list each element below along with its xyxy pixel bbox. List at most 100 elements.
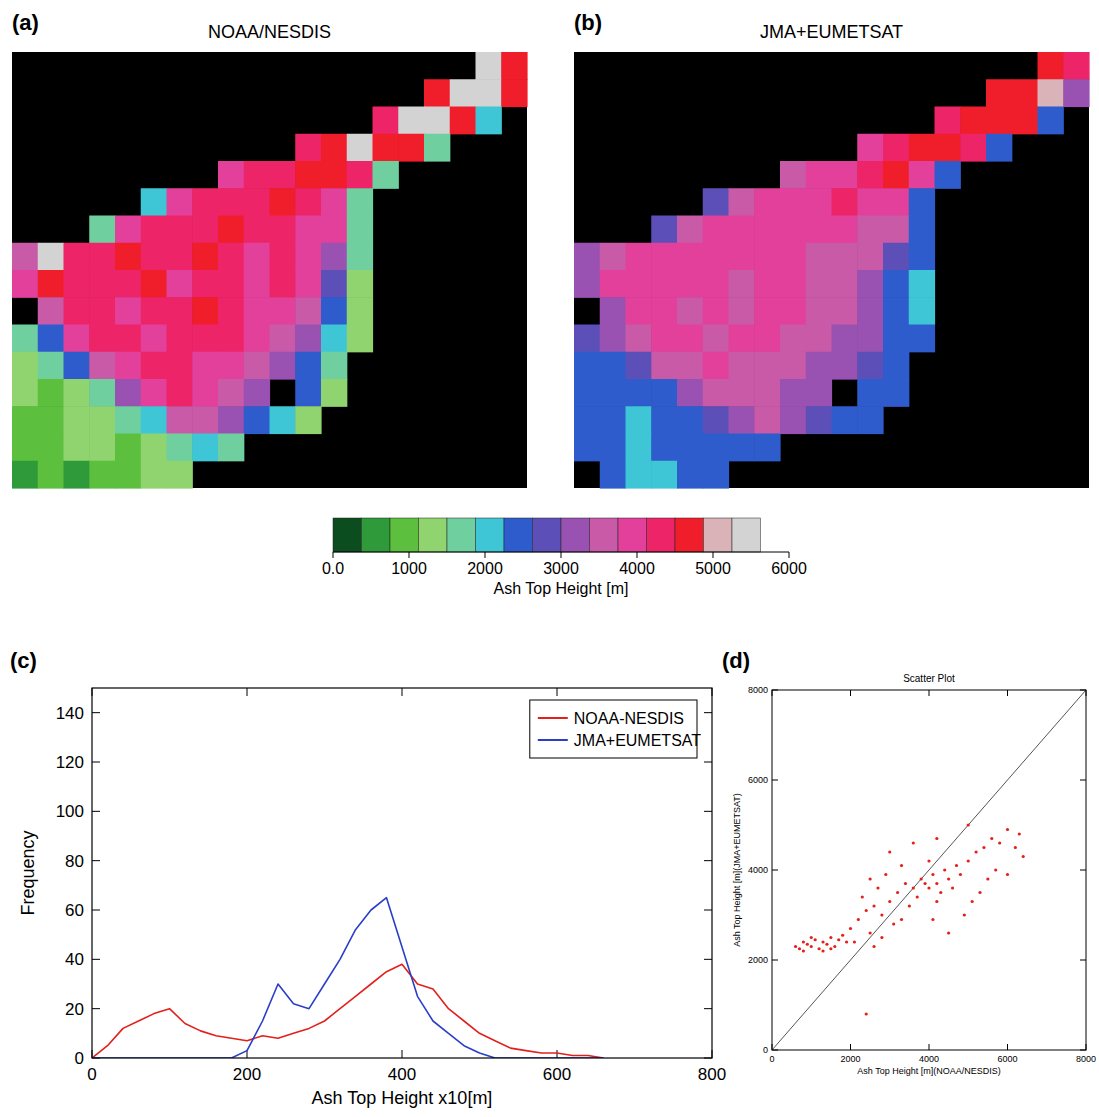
map-cell — [373, 161, 399, 189]
map-cell — [857, 270, 883, 298]
map-cell — [703, 406, 729, 434]
map-cell — [651, 434, 677, 462]
scatter-point — [880, 913, 883, 916]
map-cell — [89, 461, 115, 489]
colorbar-swatch — [476, 518, 505, 552]
y-tick-label: 40 — [65, 950, 84, 969]
scatter-point — [904, 882, 907, 885]
y-tick — [92, 712, 100, 713]
x-tick — [247, 688, 248, 696]
y-tick — [704, 860, 712, 861]
scatter-point — [880, 936, 883, 939]
map-cell — [600, 297, 626, 325]
colorbar-swatch — [732, 518, 761, 552]
scatter-point — [857, 918, 860, 921]
y-tick-label: 4000 — [748, 865, 768, 875]
scatter-point — [829, 936, 832, 939]
colorbar-tick — [789, 552, 790, 558]
map-cell — [141, 325, 167, 353]
map-cell — [12, 270, 38, 298]
map-cell — [754, 325, 780, 353]
scatter-point — [825, 943, 828, 946]
map-cell — [347, 161, 373, 189]
map-cell — [167, 297, 193, 325]
map-cell — [89, 243, 115, 271]
map-cell — [270, 352, 296, 380]
plot-points — [772, 690, 1086, 1050]
map-cell — [832, 297, 858, 325]
y-axis-label: Frequency — [18, 830, 38, 915]
colorbar-swatch — [533, 518, 562, 552]
map-cell — [244, 243, 270, 271]
map-cell — [754, 216, 780, 244]
scatter-point — [802, 949, 805, 952]
map-cell — [476, 107, 502, 135]
colorbar-tick-label: 5000 — [695, 560, 731, 577]
map-cell — [703, 325, 729, 353]
map-cell — [883, 243, 909, 271]
map-cell — [806, 325, 832, 353]
colorbar-swatch — [504, 518, 533, 552]
y-tick — [1080, 960, 1086, 961]
map-cell — [192, 434, 218, 462]
map-cell — [12, 379, 38, 407]
map-cell — [38, 243, 64, 271]
colorbar-swatch — [561, 518, 590, 552]
colorbar-swatch — [447, 518, 476, 552]
x-tick-label: 200 — [233, 1065, 261, 1084]
scatter-point — [927, 886, 930, 889]
map-cell — [626, 270, 652, 298]
scatter-point — [869, 931, 872, 934]
map-cell — [703, 297, 729, 325]
map-cell — [244, 379, 270, 407]
map-cell — [347, 216, 373, 244]
y-tick — [92, 959, 100, 960]
scatter-point — [794, 945, 797, 948]
map-cell — [806, 270, 832, 298]
map-cell — [626, 243, 652, 271]
y-tick-label: 80 — [65, 852, 84, 871]
map-cell — [1012, 107, 1038, 135]
map-cell — [218, 216, 244, 244]
map-cell — [703, 270, 729, 298]
map-cell — [806, 161, 832, 189]
map-cell — [857, 188, 883, 216]
scatter-point — [837, 938, 840, 941]
y-tick — [704, 762, 712, 763]
y-tick-label: 0 — [75, 1049, 84, 1068]
map-cell — [89, 297, 115, 325]
map-cell — [218, 379, 244, 407]
map-cell — [218, 325, 244, 353]
map-cell — [141, 461, 167, 489]
colorbar-swatch — [590, 518, 619, 552]
map-cell — [729, 325, 755, 353]
map-cell — [89, 216, 115, 244]
scatter-point — [959, 873, 962, 876]
map-cell — [115, 461, 141, 489]
map-cell — [424, 79, 450, 107]
map-cell — [600, 379, 626, 407]
map-cell — [270, 270, 296, 298]
map-cell — [780, 188, 806, 216]
map-cell — [754, 243, 780, 271]
map-cell — [218, 297, 244, 325]
scatter-point — [923, 882, 926, 885]
map-cell — [450, 79, 476, 107]
map-cell — [754, 270, 780, 298]
map-cell — [703, 243, 729, 271]
map-cell — [677, 406, 703, 434]
x-axis-label: Ash Top Height [m](NOAA/NESDIS) — [857, 1066, 1000, 1076]
map-cell — [295, 161, 321, 189]
map-cell — [729, 270, 755, 298]
map-cell — [38, 434, 64, 462]
colorbar-tick-label: 6000 — [771, 560, 807, 577]
map-cell — [780, 379, 806, 407]
map-cell — [857, 325, 883, 353]
x-tick — [402, 688, 403, 696]
map-cell — [935, 134, 961, 162]
x-tick-label: 2000 — [840, 1054, 860, 1064]
map-cell — [600, 270, 626, 298]
map-cell — [574, 243, 600, 271]
map-cell — [857, 352, 883, 380]
map-cell — [1063, 79, 1089, 107]
